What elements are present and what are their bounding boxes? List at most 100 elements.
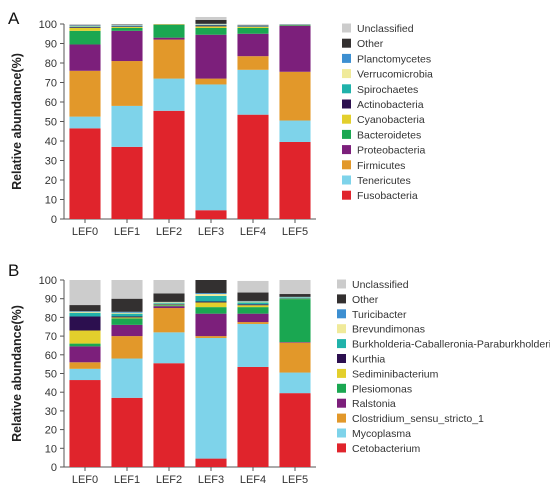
legend-entry: Cyanobacteria xyxy=(357,114,425,126)
bar-segment xyxy=(195,210,227,219)
bar-segment xyxy=(111,358,143,398)
legend-swatch xyxy=(337,398,346,408)
bar-segment xyxy=(69,24,101,26)
bar-segment xyxy=(237,305,269,308)
y-tick-label: 70 xyxy=(45,78,57,90)
bar-segment xyxy=(69,312,101,317)
y-tick-label: 70 xyxy=(45,331,57,343)
bar-segment xyxy=(237,280,269,293)
legend-entry: Plesiomonas xyxy=(352,383,412,395)
bar-segment xyxy=(195,307,227,314)
bar-segment xyxy=(279,297,311,299)
bar-segment xyxy=(153,39,185,79)
bar-segment xyxy=(69,70,101,117)
legend-swatch xyxy=(337,354,346,363)
bar-segment xyxy=(153,306,185,309)
legend-entry: Brevundimonas xyxy=(352,324,425,336)
legend-swatch xyxy=(342,145,351,155)
legend-entry: Other xyxy=(352,294,379,306)
x-tick-label: LEF0 xyxy=(72,474,98,486)
y-tick-label: 80 xyxy=(45,312,57,324)
panel-label: A xyxy=(8,9,20,28)
bar-segment xyxy=(69,30,101,45)
legend-swatch xyxy=(342,99,351,109)
y-tick-label: 30 xyxy=(45,156,57,168)
bar-segment xyxy=(69,305,101,312)
bar-segment xyxy=(237,304,269,306)
bar-segment xyxy=(195,313,227,337)
legend-swatch xyxy=(337,368,346,378)
bar-segment xyxy=(279,393,311,467)
legend-entry: Planctomycetes xyxy=(357,53,431,65)
bar-segment xyxy=(195,295,227,302)
bar-segment xyxy=(279,299,311,343)
legend-swatch xyxy=(342,84,351,94)
bar-segment xyxy=(195,78,227,85)
y-tick-label: 50 xyxy=(45,369,57,381)
bar-segment xyxy=(69,280,101,306)
x-tick-label: LEF5 xyxy=(282,226,308,238)
x-tick-label: LEF5 xyxy=(282,474,308,486)
legend-entry: Unclassified xyxy=(357,23,414,35)
bar-segment xyxy=(111,26,143,27)
y-tick-label: 90 xyxy=(45,294,57,306)
bar-segment xyxy=(111,61,143,106)
bar-segment xyxy=(195,294,227,296)
bar-segment xyxy=(69,44,101,71)
bar-segment xyxy=(69,362,101,369)
bar-segment xyxy=(279,280,311,295)
bar-segment xyxy=(237,313,269,323)
bar-segment xyxy=(69,128,101,219)
bar-segment xyxy=(69,368,101,381)
legend-entry: Proteobacteria xyxy=(357,145,425,157)
y-tick-label: 60 xyxy=(45,97,57,109)
bar-segment xyxy=(153,24,185,38)
x-tick-label: LEF3 xyxy=(198,226,224,238)
legend-swatch xyxy=(337,339,346,349)
bar-segment xyxy=(69,346,101,363)
legend-swatch xyxy=(342,69,351,79)
bar-segment xyxy=(153,110,185,219)
y-tick-label: 60 xyxy=(45,350,57,362)
legend-swatch xyxy=(337,413,346,423)
legend-swatch xyxy=(342,175,351,185)
legend-swatch xyxy=(342,53,351,63)
y-tick-label: 40 xyxy=(45,387,57,399)
x-tick-label: LEF1 xyxy=(114,226,140,238)
bar-segment xyxy=(153,363,185,467)
bar-segment xyxy=(195,302,227,308)
legend-entry: Tenericutes xyxy=(357,175,411,187)
legend-entry: Kurthia xyxy=(352,354,385,366)
bar-segment xyxy=(111,30,143,62)
bar-segment xyxy=(153,303,185,305)
legend-entry: Mycoplasma xyxy=(352,428,411,440)
x-tick-label: LEF3 xyxy=(198,474,224,486)
bar-segment xyxy=(69,26,101,28)
bar-segment xyxy=(153,332,185,364)
x-tick-label: LEF2 xyxy=(156,226,182,238)
bar-segment xyxy=(195,458,227,467)
bar-segment xyxy=(237,301,269,303)
bar-segment xyxy=(69,330,101,344)
y-tick-label: 30 xyxy=(45,406,57,418)
bar-segment xyxy=(111,336,143,359)
legend-swatch xyxy=(337,309,346,319)
legend-swatch xyxy=(337,324,346,334)
bar-segment xyxy=(237,24,269,25)
legend-swatch xyxy=(342,38,351,48)
bar-segment xyxy=(237,292,269,301)
bar-segment xyxy=(237,33,269,57)
legend-entry: Firmicutes xyxy=(357,160,405,172)
bar-segment xyxy=(69,380,101,467)
bar-segment xyxy=(237,366,269,467)
legend-entry: Burkholderia-Caballeronia-Paraburkholder… xyxy=(352,339,550,351)
legend-entry: Actinobacteria xyxy=(357,99,424,111)
legend-entry: Turicibacter xyxy=(352,309,407,321)
legend-entry: Bacteroidetes xyxy=(357,129,421,141)
legend-swatch xyxy=(337,428,346,438)
bar-segment xyxy=(153,305,185,307)
bar-segment xyxy=(279,372,311,394)
bar-segment xyxy=(111,26,143,28)
bar-segment xyxy=(237,322,269,324)
